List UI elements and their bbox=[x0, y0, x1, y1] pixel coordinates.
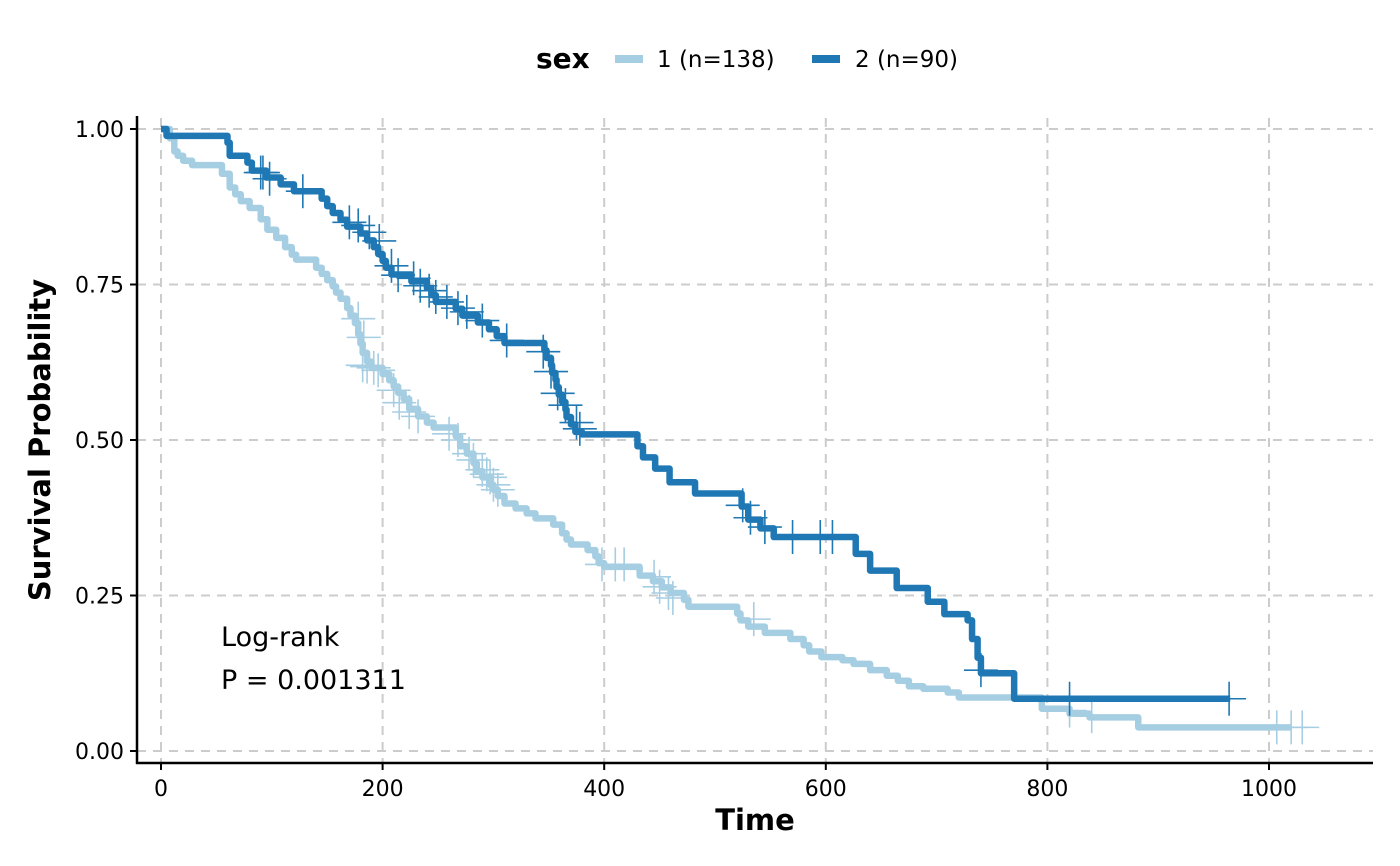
survival-curve-2 bbox=[161, 125, 1231, 703]
x-tick-label: 400 bbox=[583, 777, 625, 802]
annotation-line-2: P = 0.001311 bbox=[221, 665, 406, 696]
x-tick-label: 200 bbox=[362, 777, 404, 802]
axes: 0 200 400 600 800 1000 0.00 0.25 0.50 0.75 1.00 bbox=[75, 116, 1373, 802]
logrank-annotation: Log-rank P = 0.001311 bbox=[221, 622, 406, 696]
series-1 bbox=[161, 125, 1320, 745]
y-axis-title: Survival Probability bbox=[23, 279, 57, 601]
series bbox=[161, 125, 1320, 745]
survival-curve-1 bbox=[161, 125, 1292, 731]
x-tick-label: 1000 bbox=[1241, 777, 1297, 802]
x-axis-title: Time bbox=[715, 803, 795, 837]
y-tick-label: 0.75 bbox=[75, 274, 124, 299]
legend-label-1: 1 (n=138) bbox=[657, 47, 775, 73]
series-2 bbox=[161, 125, 1247, 716]
y-tick-label: 0.50 bbox=[75, 429, 124, 454]
legend-title: sex bbox=[536, 42, 590, 75]
x-tick-label: 600 bbox=[805, 777, 847, 802]
annotation-line-1: Log-rank bbox=[221, 622, 340, 653]
grid bbox=[137, 118, 1373, 763]
y-tick-label: 0.25 bbox=[75, 585, 124, 610]
x-tick-label: 0 bbox=[154, 777, 168, 802]
y-tick-label: 0.00 bbox=[75, 740, 124, 765]
y-tick-label: 1.00 bbox=[75, 118, 124, 143]
x-tick-label: 800 bbox=[1026, 777, 1068, 802]
legend: sex 1 (n=138) 2 (n=90) bbox=[536, 42, 958, 75]
legend-label-2: 2 (n=90) bbox=[855, 47, 958, 73]
